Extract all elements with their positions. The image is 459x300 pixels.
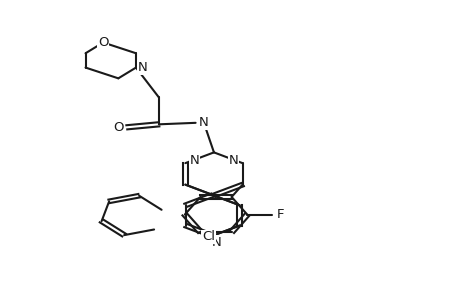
Text: N: N xyxy=(199,116,208,129)
Text: N: N xyxy=(228,154,238,167)
Text: N: N xyxy=(138,61,147,74)
Text: Cl: Cl xyxy=(202,230,215,243)
Text: F: F xyxy=(276,208,284,221)
Text: N: N xyxy=(211,236,221,249)
Text: O: O xyxy=(113,121,123,134)
Text: N: N xyxy=(189,154,199,167)
Text: O: O xyxy=(98,36,108,49)
